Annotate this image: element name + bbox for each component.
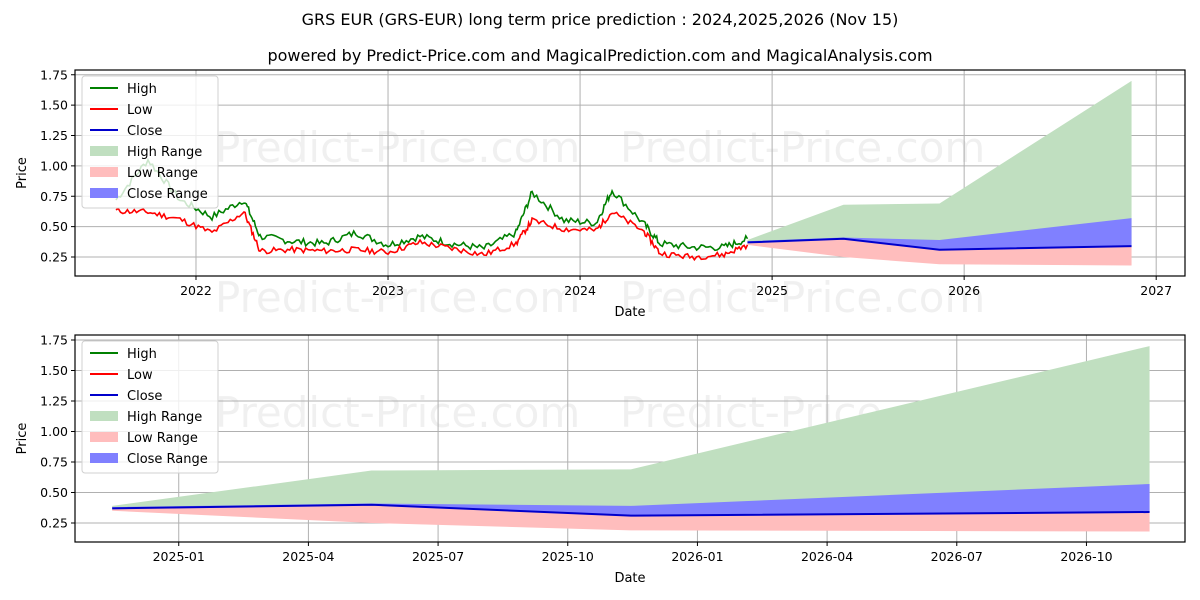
legend-label: Close [127, 389, 162, 404]
y-tick-label: 0.50 [40, 485, 68, 500]
legend-swatch-close-range [90, 188, 118, 198]
legend-label: Low [127, 103, 153, 118]
high-range-area [112, 346, 1150, 516]
y-tick-label: 0.25 [40, 516, 68, 531]
legend-label: Low [127, 368, 153, 383]
watermark-text: Predict-Price.com [215, 123, 580, 172]
x-tick-label: 2025 [756, 283, 788, 298]
legend-label: Close Range [127, 187, 208, 202]
legend-label: Close [127, 124, 162, 139]
x-axis-label: Date [614, 571, 645, 586]
y-tick-label: 1.50 [40, 98, 68, 113]
y-tick-label: 0.75 [40, 455, 68, 470]
chart-subtitle: powered by Predict-Price.com and Magical… [267, 46, 933, 65]
legend-label: High [127, 82, 157, 97]
legend-label: Low Range [127, 431, 198, 446]
y-tick-label: 1.00 [40, 424, 68, 439]
y-tick-label: 0.25 [40, 250, 68, 265]
y-axis-label: Price [15, 423, 30, 455]
legend: High Low Close High Range Low Range Close Ran… [81, 75, 219, 209]
x-tick-label: 2027 [1140, 283, 1172, 298]
y-tick-label: 1.75 [40, 67, 68, 82]
legend-swatch-high-range [90, 146, 118, 156]
x-tick-label: 2026 [948, 283, 980, 298]
y-tick-label: 1.75 [40, 333, 68, 348]
close-range-area [747, 218, 1132, 250]
legend: High Low Close High Range Low Range Close Ran… [81, 340, 219, 474]
low-line [115, 207, 749, 262]
top-chart: Predict-Price.com Predict-Price.com Predic… [15, 67, 1186, 322]
y-tick-label: 1.50 [40, 363, 68, 378]
watermark-text: Predict-Price.com [215, 273, 580, 322]
legend-swatch-close-range [90, 453, 118, 463]
y-axis-label: Price [15, 157, 30, 189]
bottom-chart: Predict-Price.com Predict-Price.com0.250.… [15, 333, 1186, 586]
plot-frame [74, 334, 1186, 543]
x-tick-label: 2026-10 [1060, 549, 1112, 564]
x-tick-label: 2025-07 [412, 549, 464, 564]
x-tick-label: 2024 [564, 283, 596, 298]
low-range-area [747, 238, 1132, 266]
legend-label: High Range [127, 145, 202, 160]
watermark-text: Predict-Price.com [620, 273, 985, 322]
x-tick-label: 2026-04 [801, 549, 853, 564]
x-tick-label: 2026-01 [671, 549, 723, 564]
x-tick-label: 2022 [180, 283, 212, 298]
legend-label: High Range [127, 410, 202, 425]
x-tick-label: 2025-01 [153, 549, 205, 564]
close-line [112, 503, 1150, 517]
y-tick-label: 1.00 [40, 158, 68, 173]
low-range-area [112, 504, 1150, 532]
legend-label: Close Range [127, 452, 208, 467]
high-line [115, 157, 749, 252]
x-tick-label: 2023 [372, 283, 404, 298]
y-tick-label: 1.25 [40, 128, 68, 143]
legend-swatch-low-range [90, 432, 118, 442]
plot-frame [74, 69, 1186, 277]
chart-title: GRS EUR (GRS-EUR) long term price predic… [301, 10, 899, 29]
y-tick-label: 0.75 [40, 189, 68, 204]
x-axis-label: Date [614, 305, 645, 320]
x-tick-label: 2025-10 [542, 549, 594, 564]
legend-swatch-low-range [90, 167, 118, 177]
high-range-area [747, 80, 1132, 250]
watermark-text: Predict-Price.com [215, 388, 580, 437]
legend-label: High [127, 347, 157, 362]
legend-swatch-high-range [90, 411, 118, 421]
legend-label: Low Range [127, 166, 198, 181]
y-tick-label: 1.25 [40, 394, 68, 409]
close-line [747, 237, 1132, 251]
close-range-area [112, 483, 1150, 516]
y-tick-label: 0.50 [40, 219, 68, 234]
x-tick-label: 2026-07 [931, 549, 983, 564]
x-tick-label: 2025-04 [282, 549, 334, 564]
watermark-text: Predict-Price.com [620, 123, 985, 172]
